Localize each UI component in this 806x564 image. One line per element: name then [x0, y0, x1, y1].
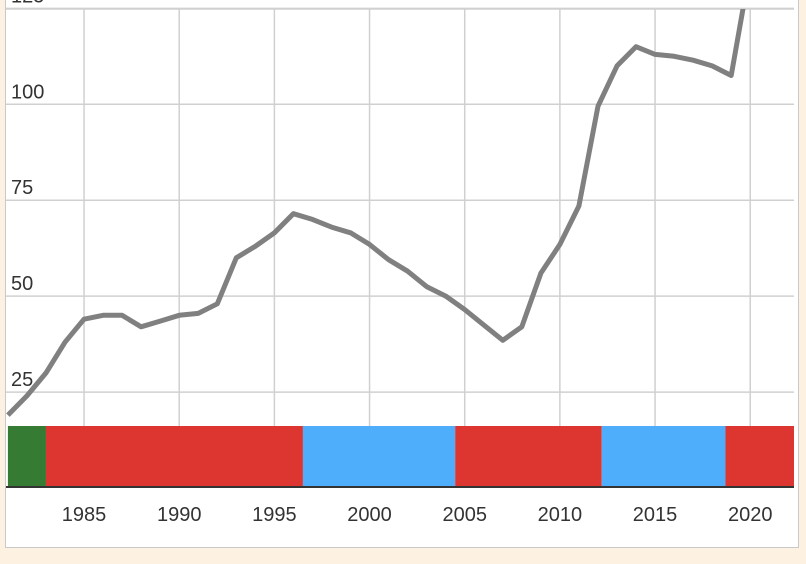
period-band — [7, 426, 46, 487]
period-band — [601, 426, 726, 487]
y-tick-label: 100 — [11, 81, 44, 103]
y-tick-label: 25 — [11, 369, 33, 391]
y-tick-label: 50 — [11, 273, 33, 295]
period-band — [45, 426, 303, 487]
x-tick-label: 2000 — [347, 504, 392, 526]
y-tick-label: 75 — [11, 177, 33, 199]
x-tick-label: 2020 — [728, 504, 773, 526]
period-band — [725, 426, 794, 487]
x-tick-label: 1995 — [252, 504, 297, 526]
x-tick-label: 1985 — [62, 504, 107, 526]
period-band — [455, 426, 602, 487]
x-tick-label: 2015 — [633, 504, 678, 526]
x-tick-label: 1990 — [157, 504, 202, 526]
series-line — [6, 9, 746, 417]
x-tick-label: 2010 — [538, 504, 583, 526]
x-tick-label: 2005 — [442, 504, 487, 526]
y-tick-label: 125 — [11, 0, 44, 7]
period-band — [302, 426, 456, 487]
